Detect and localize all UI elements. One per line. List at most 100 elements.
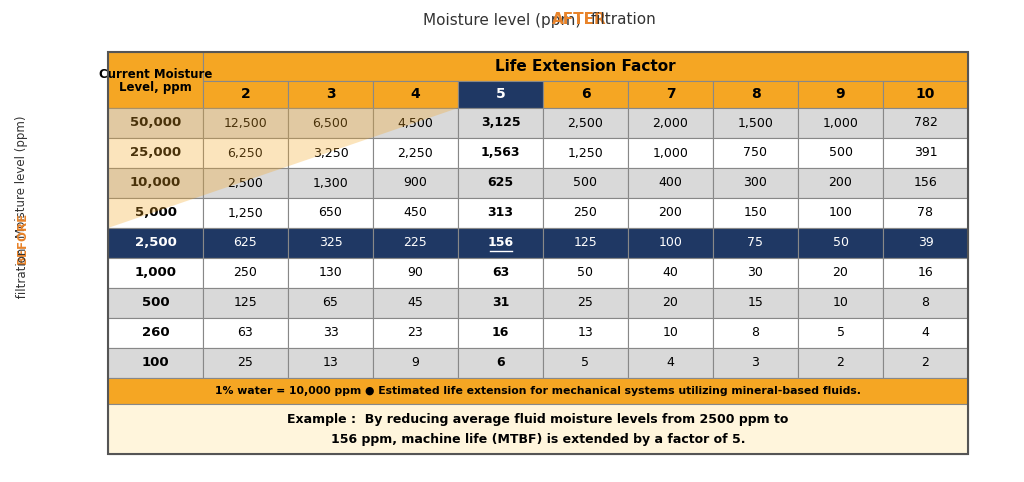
Text: 100: 100 — [828, 206, 852, 219]
Bar — [713, 318, 798, 348]
Bar — [798, 81, 883, 108]
Bar — [108, 108, 203, 138]
Bar — [373, 168, 458, 198]
Text: 2: 2 — [241, 88, 251, 102]
Bar — [543, 198, 628, 228]
Bar — [288, 138, 373, 168]
Bar — [458, 81, 543, 108]
Bar — [108, 52, 203, 108]
Text: 2,500: 2,500 — [134, 237, 176, 250]
Text: 250: 250 — [573, 206, 597, 219]
Bar — [458, 258, 543, 288]
Text: 313: 313 — [487, 206, 513, 219]
Text: 20: 20 — [663, 296, 679, 309]
Text: 15: 15 — [748, 296, 764, 309]
Bar — [713, 108, 798, 138]
Text: 4: 4 — [411, 88, 421, 102]
Bar — [798, 168, 883, 198]
Text: 30: 30 — [748, 267, 764, 280]
Text: Example :  By reducing average fluid moisture levels from 2500 ppm to: Example : By reducing average fluid mois… — [288, 413, 788, 426]
Text: 8: 8 — [922, 296, 930, 309]
Text: 50,000: 50,000 — [130, 117, 181, 130]
Text: 8: 8 — [752, 326, 760, 339]
Text: 500: 500 — [573, 176, 597, 189]
Bar — [203, 198, 288, 228]
Text: 6: 6 — [581, 88, 590, 102]
Bar — [108, 228, 203, 258]
Text: 156: 156 — [913, 176, 937, 189]
Text: 13: 13 — [578, 326, 593, 339]
Text: 40: 40 — [663, 267, 679, 280]
Bar — [798, 108, 883, 138]
Text: 100: 100 — [141, 357, 169, 370]
Text: Moisture level (ppm) AFTER filtration: Moisture level (ppm) AFTER filtration — [397, 13, 679, 27]
Bar — [203, 258, 288, 288]
Text: 156 ppm, machine life (MTBF) is extended by a factor of 5.: 156 ppm, machine life (MTBF) is extended… — [331, 432, 745, 445]
Bar — [883, 318, 968, 348]
Bar — [373, 81, 458, 108]
Text: 156: 156 — [487, 237, 514, 250]
Text: 23: 23 — [408, 326, 423, 339]
Bar — [628, 318, 713, 348]
Text: Life Extension Factor: Life Extension Factor — [496, 59, 676, 74]
Text: 250: 250 — [233, 267, 257, 280]
Text: 391: 391 — [913, 147, 937, 160]
Bar — [203, 288, 288, 318]
Text: filtration: filtration — [586, 13, 655, 27]
Bar — [458, 228, 543, 258]
Text: 90: 90 — [408, 267, 424, 280]
Bar — [543, 138, 628, 168]
Text: 3: 3 — [752, 357, 760, 370]
Text: 1,000: 1,000 — [134, 267, 176, 280]
Bar — [543, 81, 628, 108]
Text: Level, ppm: Level, ppm — [119, 80, 191, 94]
Text: 150: 150 — [743, 206, 767, 219]
Text: 3: 3 — [326, 88, 335, 102]
Text: Moisture level (ppm): Moisture level (ppm) — [15, 112, 29, 238]
Bar — [458, 108, 543, 138]
Bar — [798, 348, 883, 378]
Text: 750: 750 — [743, 147, 768, 160]
Text: 2,500: 2,500 — [567, 117, 603, 130]
Text: 63: 63 — [238, 326, 253, 339]
Text: 16: 16 — [492, 326, 509, 339]
Bar — [883, 108, 968, 138]
Text: 5: 5 — [837, 326, 845, 339]
Bar — [543, 258, 628, 288]
Bar — [288, 228, 373, 258]
Text: 225: 225 — [403, 237, 427, 250]
Bar — [543, 318, 628, 348]
Polygon shape — [108, 108, 458, 228]
Bar — [798, 258, 883, 288]
Text: 1% water = 10,000 ppm ● Estimated life extension for mechanical systems utilizin: 1% water = 10,000 ppm ● Estimated life e… — [215, 386, 861, 396]
Bar — [203, 228, 288, 258]
Bar — [203, 138, 288, 168]
Bar — [288, 258, 373, 288]
Bar — [288, 348, 373, 378]
Bar — [883, 198, 968, 228]
Text: 625: 625 — [487, 176, 514, 189]
Bar — [108, 378, 968, 404]
Text: 16: 16 — [918, 267, 933, 280]
Bar — [373, 138, 458, 168]
Bar — [798, 318, 883, 348]
Text: 1,300: 1,300 — [312, 176, 348, 189]
Text: 4: 4 — [667, 357, 675, 370]
Text: 10: 10 — [833, 296, 849, 309]
Text: 5: 5 — [582, 357, 590, 370]
Text: 65: 65 — [323, 296, 339, 309]
Bar — [713, 168, 798, 198]
Bar — [458, 138, 543, 168]
Bar — [288, 168, 373, 198]
Text: 100: 100 — [658, 237, 682, 250]
Text: 625: 625 — [233, 237, 257, 250]
Text: 63: 63 — [492, 267, 509, 280]
Bar — [798, 228, 883, 258]
Text: 9: 9 — [412, 357, 420, 370]
Bar — [203, 81, 288, 108]
Bar — [288, 81, 373, 108]
Text: 1,000: 1,000 — [652, 147, 688, 160]
Bar — [543, 168, 628, 198]
Text: 400: 400 — [658, 176, 682, 189]
Bar — [883, 228, 968, 258]
